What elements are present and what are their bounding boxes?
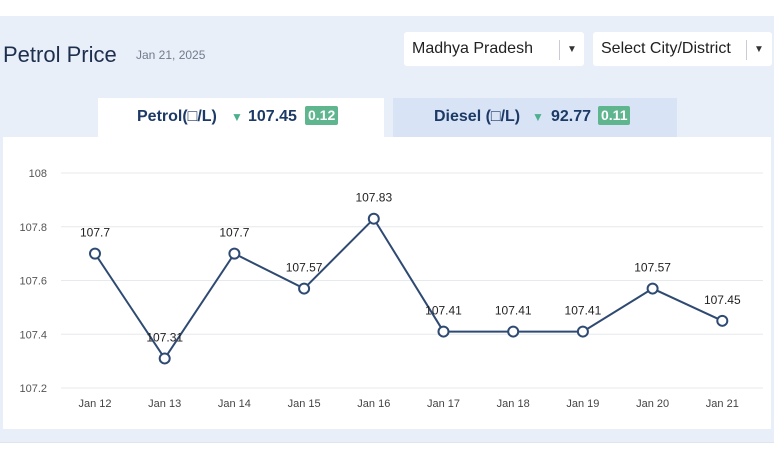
city-select-divider bbox=[746, 40, 747, 60]
data-point bbox=[89, 247, 101, 260]
data-point bbox=[298, 282, 311, 295]
x-tick-label: Jan 19 bbox=[566, 398, 599, 410]
tab-diesel-label: Diesel (□/L) bbox=[434, 108, 521, 125]
data-label: 107.83 bbox=[355, 191, 392, 205]
tab-diesel-price: 92.77 bbox=[551, 108, 592, 125]
tab-petrol-change: 0.12 bbox=[305, 106, 339, 125]
state-select-value: Madhya Pradesh bbox=[412, 40, 533, 57]
chart-area: 107.2 107.4 107.6 107.8 108 Jan 12 Jan 13 Jan 1… bbox=[3, 137, 771, 429]
y-tick-label: 107.4 bbox=[19, 329, 47, 341]
data-label: 107.45 bbox=[704, 293, 741, 307]
tab-petrol-price: 107.45 bbox=[248, 108, 297, 125]
state-select-divider bbox=[559, 40, 560, 60]
tab-petrol[interactable]: Petrol(□/L) ▼ 107.45 0.12 bbox=[98, 98, 384, 137]
data-point bbox=[437, 325, 450, 338]
y-tick-label: 107.6 bbox=[19, 276, 47, 288]
x-tick-label: Jan 15 bbox=[288, 398, 321, 410]
y-tick-label: 107.8 bbox=[19, 222, 47, 234]
x-tick-label: Jan 21 bbox=[706, 398, 739, 410]
data-point bbox=[507, 325, 520, 338]
page-title: Petrol Price bbox=[3, 42, 117, 67]
data-point bbox=[716, 314, 729, 327]
price-date: Jan 21, 2025 bbox=[136, 48, 206, 62]
data-label: 107.57 bbox=[286, 261, 323, 275]
bottom-strip bbox=[0, 442, 774, 466]
data-label: 107.41 bbox=[495, 304, 532, 318]
data-point bbox=[646, 282, 659, 295]
down-arrow-icon: ▼ bbox=[532, 110, 544, 124]
x-tick-label: Jan 16 bbox=[357, 398, 390, 410]
y-tick-label: 107.2 bbox=[19, 383, 47, 395]
tab-diesel-change: 0.11 bbox=[598, 106, 631, 125]
data-point bbox=[576, 325, 589, 338]
y-tick-label: 108 bbox=[29, 168, 47, 180]
state-select[interactable]: Madhya Pradesh ▼ bbox=[404, 32, 584, 66]
data-point bbox=[158, 352, 171, 365]
price-line-chart: 107.2 107.4 107.6 107.8 108 Jan 12 Jan 13 Jan 1… bbox=[19, 168, 763, 410]
x-tick-label: Jan 20 bbox=[636, 398, 669, 410]
chevron-down-icon: ▼ bbox=[567, 44, 577, 55]
series-line bbox=[94, 217, 723, 361]
down-arrow-icon: ▼ bbox=[231, 110, 243, 124]
x-tick-label: Jan 17 bbox=[427, 398, 460, 410]
data-point bbox=[228, 247, 241, 260]
x-tick-label: Jan 13 bbox=[148, 398, 181, 410]
data-label: 107.41 bbox=[425, 304, 462, 318]
x-tick-label: Jan 18 bbox=[497, 398, 530, 410]
top-strip bbox=[0, 0, 774, 16]
data-label: 107.7 bbox=[80, 226, 110, 240]
tab-petrol-label: Petrol(□/L) bbox=[137, 108, 217, 125]
city-select-value: Select City/District bbox=[601, 40, 731, 57]
data-point bbox=[367, 212, 380, 225]
data-label: 107.41 bbox=[565, 304, 602, 318]
city-select[interactable]: Select City/District ▼ bbox=[593, 32, 772, 66]
data-label: 107.7 bbox=[219, 226, 249, 240]
x-tick-label: Jan 12 bbox=[78, 398, 111, 410]
data-label: 107.57 bbox=[634, 261, 671, 275]
tab-diesel[interactable]: Diesel (□/L) ▼ 92.77 0.11 bbox=[393, 98, 677, 137]
data-label: 107.31 bbox=[146, 330, 183, 344]
x-tick-label: Jan 14 bbox=[218, 398, 251, 410]
chevron-down-icon: ▼ bbox=[754, 44, 764, 55]
